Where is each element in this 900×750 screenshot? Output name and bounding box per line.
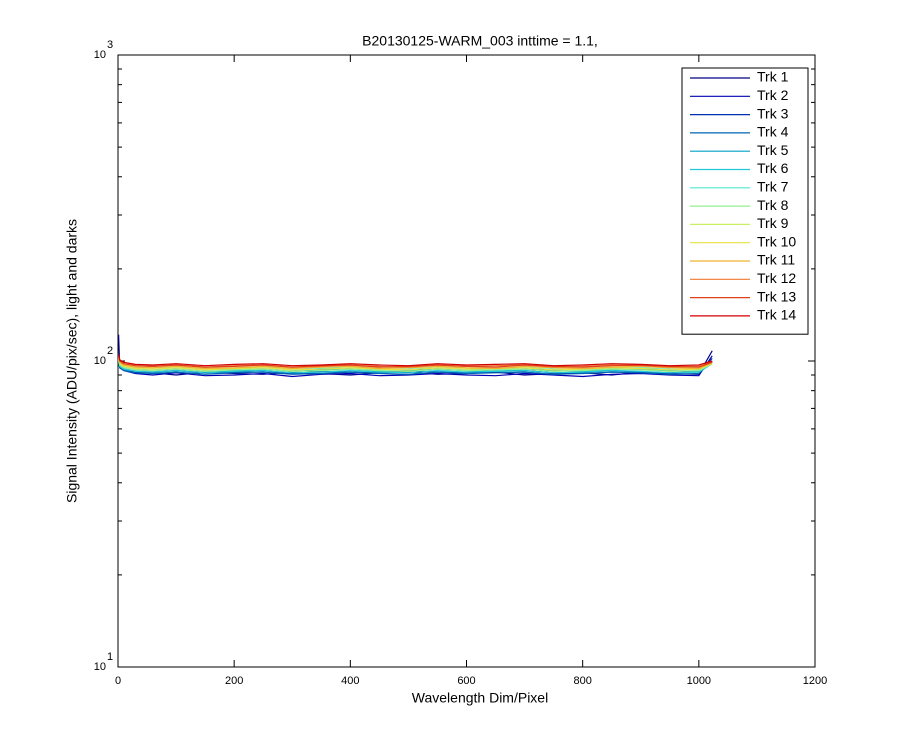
y-axis-label: Signal Intensity (ADU/pix/sec), light an… (64, 219, 80, 503)
legend-label: Trk 14 (757, 307, 796, 323)
x-axis-label: Wavelength Dim/Pixel (412, 690, 548, 706)
x-tick-label: 200 (225, 675, 243, 687)
legend-box (681, 67, 809, 335)
data-line (118, 356, 713, 370)
legend-label: Trk 8 (757, 197, 789, 213)
legend-label: Trk 4 (757, 124, 789, 140)
data-line (118, 355, 713, 368)
data-line (118, 360, 713, 374)
data-line (118, 355, 713, 378)
legend-label: Trk 12 (757, 270, 796, 286)
y-tick-exponent: 2 (107, 345, 113, 357)
y-tick-label: 10 (94, 49, 106, 61)
legend-label: Trk 11 (757, 252, 795, 268)
legend-label: Trk 7 (757, 179, 789, 195)
legend-label: Trk 13 (757, 288, 796, 304)
legend-label: Trk 10 (757, 233, 796, 249)
chart-title: B20130125-WARM_003 inttime = 1.1, (362, 33, 598, 49)
data-line (118, 354, 713, 367)
data-line (118, 360, 713, 375)
x-tick-label: 800 (573, 675, 591, 687)
data-line (118, 359, 713, 373)
x-tick-label: 1200 (803, 675, 827, 687)
y-tick-exponent: 1 (107, 651, 113, 663)
x-tick-label: 400 (341, 675, 359, 687)
y-tick-label: 10 (94, 355, 106, 367)
legend-label: Trk 2 (757, 87, 789, 103)
legend-label: Trk 3 (757, 105, 789, 121)
y-tick-label: 10 (94, 661, 106, 673)
legend-label: Trk 5 (757, 142, 789, 158)
x-tick-label: 1000 (687, 675, 711, 687)
legend-label: Trk 6 (757, 160, 789, 176)
legend-label: Trk 9 (757, 215, 789, 231)
data-line (118, 358, 713, 371)
x-tick-label: 600 (457, 675, 475, 687)
y-tick-exponent: 3 (107, 39, 113, 51)
legend-label: Trk 1 (757, 69, 789, 85)
x-tick-label: 0 (115, 675, 121, 687)
